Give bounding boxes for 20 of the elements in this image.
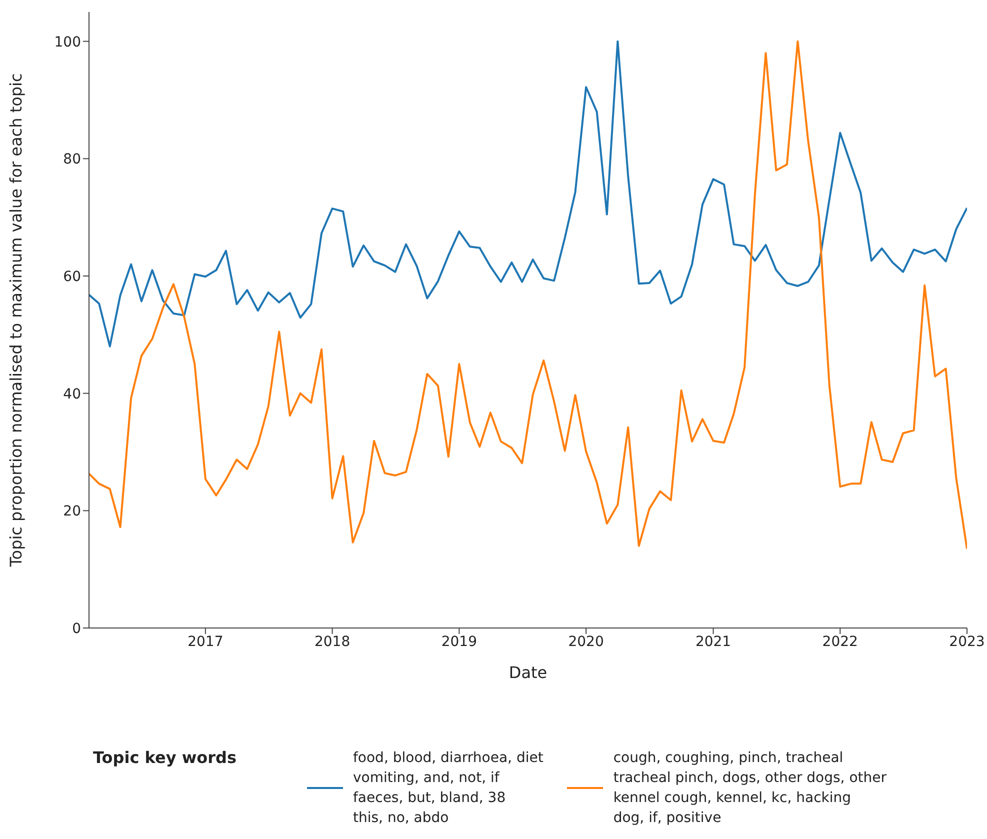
line-series bbox=[89, 40, 967, 348]
y-tick-label: 20 bbox=[63, 504, 81, 520]
x-tick-label: 2022 bbox=[822, 634, 858, 650]
x-tick-label: 2023 bbox=[949, 634, 985, 650]
x-tick-label: 2021 bbox=[695, 634, 732, 650]
y-tick-label: 100 bbox=[54, 34, 81, 50]
legend-label: cough, coughing, pinch, tracheal tracheal pinch, dogs, other dogs, other kennel cough, kennel, kc, hacking dog, if, positive bbox=[613, 749, 886, 828]
y-axis-title: Topic proportion normalised to maximum value for each topic bbox=[6, 73, 26, 568]
x-tick-label: 2020 bbox=[568, 634, 604, 650]
y-tick-label: 40 bbox=[63, 386, 81, 402]
x-axis-title: Date bbox=[508, 663, 548, 682]
y-tick-label: 80 bbox=[63, 152, 81, 168]
legend-label: food, blood, diarrhoea, diet vomiting, and, not, if faeces, but, bland, 38 this, no, abdo bbox=[353, 749, 544, 828]
x-tick-label: 2018 bbox=[314, 634, 350, 650]
line-series bbox=[89, 40, 967, 550]
y-tick-label: 0 bbox=[72, 620, 81, 637]
x-tick-label: 2019 bbox=[441, 634, 477, 650]
y-tick-label: 60 bbox=[63, 268, 81, 285]
legend-title: Topic key words bbox=[93, 748, 238, 767]
x-tick-label: 2017 bbox=[188, 634, 224, 650]
